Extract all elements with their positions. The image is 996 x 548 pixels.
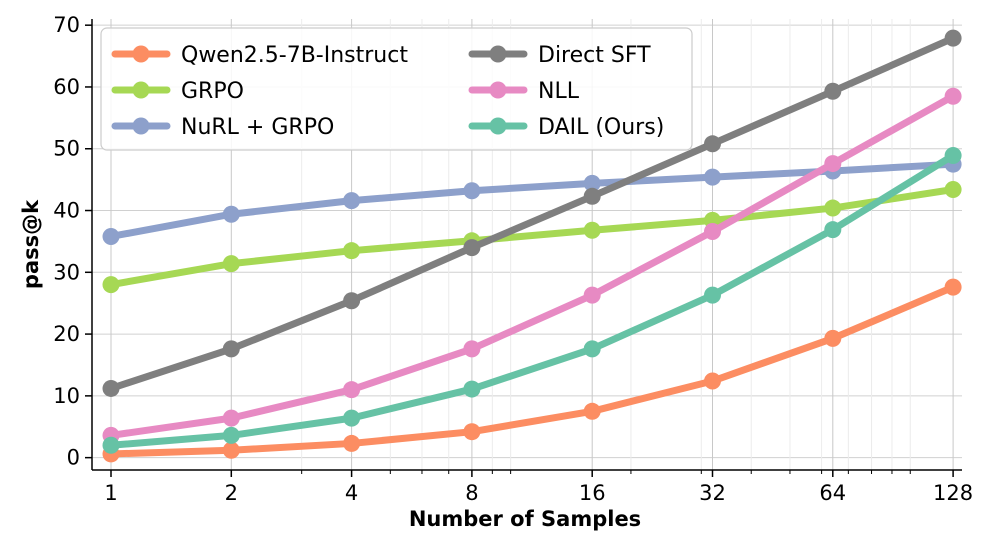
- data-point: [944, 29, 962, 47]
- legend-swatch-marker: [489, 117, 507, 135]
- x-tick-label: 32: [699, 481, 726, 505]
- legend-label: Qwen2.5-7B-Instruct: [181, 43, 408, 68]
- data-point: [463, 423, 481, 441]
- legend-swatch-marker: [132, 45, 150, 63]
- data-point: [824, 329, 842, 347]
- data-point: [583, 221, 601, 239]
- data-point: [102, 227, 120, 245]
- data-point: [463, 239, 481, 257]
- data-point: [343, 409, 361, 427]
- data-point: [583, 286, 601, 304]
- x-tick-label: 4: [345, 481, 358, 505]
- data-point: [704, 223, 721, 241]
- data-point: [102, 379, 120, 397]
- legend-label: GRPO: [181, 79, 244, 104]
- data-point: [583, 187, 601, 205]
- y-tick-label: 60: [53, 75, 80, 99]
- data-point: [222, 441, 240, 459]
- series-dail-ours: [102, 147, 962, 454]
- data-point: [343, 242, 361, 260]
- x-tick-label: 8: [465, 481, 478, 505]
- x-tick-label: 64: [819, 481, 846, 505]
- series-direct-sft: [102, 29, 962, 397]
- data-point: [343, 192, 361, 210]
- data-point: [704, 135, 721, 153]
- series-line: [107, 283, 957, 458]
- legend-swatch-marker: [132, 117, 150, 135]
- legend-swatch-marker: [132, 81, 150, 99]
- legend-swatch-marker: [489, 81, 507, 99]
- legend-item: GRPO: [111, 79, 244, 104]
- data-point: [222, 409, 240, 427]
- data-point: [704, 372, 721, 390]
- legend: Qwen2.5-7B-Instruct GRPO NuRL + GRPO Direct…: [100, 27, 693, 151]
- data-point: [704, 168, 721, 186]
- data-point: [704, 286, 721, 304]
- series-qwen2-5-7b-instruct: [102, 278, 962, 463]
- legend-swatch-marker: [489, 45, 507, 63]
- data-point: [944, 278, 962, 296]
- data-point: [824, 199, 842, 217]
- legend-item: Qwen2.5-7B-Instruct: [111, 43, 408, 68]
- data-point: [102, 276, 120, 294]
- y-tick-label: 20: [53, 322, 80, 346]
- x-tick-label: 2: [225, 481, 238, 505]
- series-line: [107, 152, 957, 449]
- x-tick-label: 128: [933, 481, 973, 505]
- y-tick-label: 10: [53, 384, 80, 408]
- x-tick-label: 16: [579, 481, 606, 505]
- legend-item: NLL: [468, 79, 580, 104]
- x-tick-label: 1: [104, 481, 117, 505]
- y-tick-label: 40: [53, 199, 80, 223]
- series-line: [107, 34, 957, 392]
- data-point: [463, 380, 481, 398]
- data-point: [824, 221, 842, 239]
- data-point: [583, 402, 601, 420]
- data-point: [222, 255, 240, 273]
- data-point: [222, 426, 240, 444]
- series-nll: [102, 87, 962, 444]
- data-point: [222, 205, 240, 223]
- legend-item: Direct SFT: [468, 43, 651, 68]
- axes: 0 10 20 30 40 50 60 70 1 2 4 8 16 32 64 128: [53, 13, 973, 505]
- data-point: [944, 147, 962, 165]
- y-tick-label: 70: [53, 13, 80, 37]
- x-axis-title: Number of Samples: [409, 507, 641, 531]
- y-tick-label: 30: [53, 260, 80, 284]
- data-point: [463, 340, 481, 358]
- series-lines: [102, 29, 962, 463]
- data-point: [102, 436, 120, 454]
- data-point: [343, 292, 361, 310]
- y-tick-label: 50: [53, 137, 80, 161]
- data-point: [944, 87, 962, 105]
- data-point: [824, 155, 842, 173]
- y-tick-label: 0: [67, 446, 80, 470]
- legend-box: [100, 27, 693, 151]
- data-point: [824, 82, 842, 100]
- series-line: [107, 186, 957, 289]
- legend-label: DAIL (Ours): [538, 115, 664, 140]
- data-point: [944, 181, 962, 199]
- legend-label: Direct SFT: [538, 43, 651, 68]
- legend-item: DAIL (Ours): [468, 115, 664, 140]
- data-point: [583, 340, 601, 358]
- legend-label: NLL: [538, 79, 580, 104]
- data-point: [583, 174, 601, 192]
- data-point: [343, 381, 361, 399]
- data-point: [343, 434, 361, 452]
- data-point: [463, 182, 481, 200]
- data-point: [222, 340, 240, 358]
- series-line: [107, 92, 957, 439]
- legend-item: NuRL + GRPO: [111, 115, 334, 140]
- legend-label: NuRL + GRPO: [181, 115, 334, 140]
- y-axis-title: pass@k: [19, 199, 43, 289]
